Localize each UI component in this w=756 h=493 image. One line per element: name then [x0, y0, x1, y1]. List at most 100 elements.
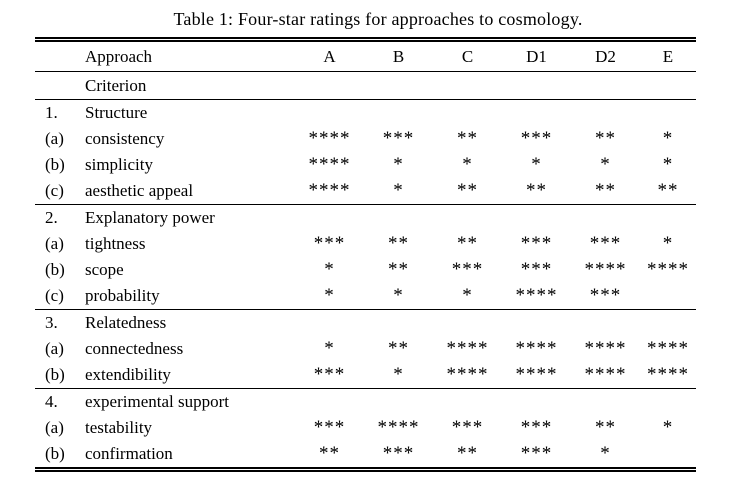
row-label: (b) [45, 260, 65, 279]
rating-stars: *** [520, 443, 553, 464]
row-label: (c) [45, 286, 64, 305]
section-number: 4. [35, 388, 85, 415]
rating-stars: ** [457, 128, 478, 149]
rating-stars: ** [457, 443, 478, 464]
section-3: 3. Relatedness (a) connectedness * ** **** ****… [35, 309, 696, 389]
criterion-name: simplicity [85, 155, 153, 174]
criterion-row: (b) confirmation ** *** ** *** * [35, 441, 696, 470]
criterion-name: testability [85, 418, 153, 437]
section-name: experimental support [85, 388, 696, 415]
criterion-name: tightness [85, 234, 146, 253]
rating-stars: **** [308, 154, 351, 175]
column-header-C: C [433, 39, 502, 72]
rating-stars: *** [451, 259, 484, 280]
rating-stars: ** [595, 180, 616, 201]
rating-stars [640, 441, 696, 470]
rating-stars: * [600, 154, 611, 175]
criterion-row: (b) scope * ** *** *** **** **** [35, 257, 696, 283]
column-header-E: E [640, 39, 696, 72]
header-spacer [35, 71, 85, 100]
criterion-name: confirmation [85, 444, 173, 463]
rating-stars: *** [451, 417, 484, 438]
section-4: 4. experimental support (a) testability *** *… [35, 388, 696, 470]
criterion-label: Criterion [85, 71, 696, 100]
rating-stars: * [662, 233, 674, 254]
criterion-row: (b) extendibility *** * **** **** **** **** [35, 362, 696, 389]
section-title-row: 1. Structure [35, 99, 696, 126]
section-2: 2. Explanatory power (a) tightness *** ** ** **… [35, 204, 696, 310]
section-1: 1. Structure (a) consistency **** *** ** *** ** *… [35, 99, 696, 205]
rating-stars: * [393, 364, 404, 385]
rating-stars: * [324, 259, 335, 280]
criterion-row: (a) consistency **** *** ** *** ** * [35, 126, 696, 152]
rating-stars: ** [388, 233, 409, 254]
rating-stars: * [324, 285, 335, 306]
section-name: Explanatory power [85, 204, 696, 231]
criterion-row: (c) probability * * * **** *** [35, 283, 696, 310]
rating-stars [640, 283, 696, 310]
rating-stars: **** [377, 417, 420, 438]
section-number: 2. [35, 204, 85, 231]
column-header-D2: D2 [571, 39, 640, 72]
rating-stars: * [662, 154, 674, 175]
rating-stars: *** [520, 233, 553, 254]
criterion-name: consistency [85, 129, 165, 148]
rating-stars: *** [313, 233, 346, 254]
criterion-row: (c) aesthetic appeal **** * ** ** ** ** [35, 178, 696, 205]
rating-stars: *** [382, 443, 415, 464]
criterion-row: (b) simplicity **** * * * * * [35, 152, 696, 178]
row-label: (b) [45, 155, 65, 174]
rating-stars: ** [595, 417, 616, 438]
section-name: Relatedness [85, 309, 696, 336]
rating-stars: * [393, 180, 404, 201]
rating-stars: * [462, 285, 473, 306]
rating-stars: *** [520, 417, 553, 438]
rating-stars: * [662, 128, 674, 149]
ratings-table: Approach A B C D1 D2 E Criterion 1. Structure (… [35, 37, 696, 472]
criterion-name: probability [85, 286, 160, 305]
rating-stars: **** [584, 259, 627, 280]
rating-stars: *** [520, 128, 553, 149]
row-label: (b) [45, 444, 65, 463]
section-number: 3. [35, 309, 85, 336]
rating-stars: **** [584, 338, 627, 359]
criterion-name: aesthetic appeal [85, 181, 194, 200]
rating-stars: *** [520, 259, 553, 280]
rating-stars: **** [584, 364, 627, 385]
rating-stars: **** [515, 285, 558, 306]
criterion-name: scope [85, 260, 124, 279]
rating-stars: * [600, 443, 611, 464]
rating-stars: ** [526, 180, 547, 201]
rating-stars: **** [647, 259, 689, 280]
criterion-name: extendibility [85, 365, 171, 384]
column-header-D1: D1 [502, 39, 571, 72]
rating-stars: **** [647, 338, 689, 359]
rating-stars: *** [313, 364, 346, 385]
rating-stars: * [662, 417, 674, 438]
rating-stars: *** [589, 233, 622, 254]
rating-stars: **** [446, 338, 489, 359]
criterion-row: (a) connectedness * ** **** **** **** **** [35, 336, 696, 362]
section-name: Structure [85, 99, 696, 126]
criterion-name: connectedness [85, 339, 184, 358]
rating-stars: * [324, 338, 335, 359]
row-label: (b) [45, 365, 65, 384]
rating-stars: ** [457, 233, 478, 254]
rating-stars: ** [319, 443, 340, 464]
rating-stars: *** [589, 285, 622, 306]
rating-stars: * [393, 285, 404, 306]
section-number: 1. [35, 99, 85, 126]
rating-stars: **** [515, 338, 558, 359]
row-label: (a) [45, 234, 64, 253]
rating-stars: ** [657, 180, 679, 201]
column-header-A: A [295, 39, 364, 72]
rating-stars: *** [382, 128, 415, 149]
criterion-row: (a) tightness *** ** ** *** *** * [35, 231, 696, 257]
rating-stars: ** [595, 128, 616, 149]
rating-stars: ** [457, 180, 478, 201]
rating-stars: ** [388, 259, 409, 280]
criterion-label-row: Criterion [35, 71, 696, 100]
table-caption: Table 1: Four-star ratings for approache… [173, 9, 583, 29]
criterion-row: (a) testability *** **** *** *** ** * [35, 415, 696, 441]
